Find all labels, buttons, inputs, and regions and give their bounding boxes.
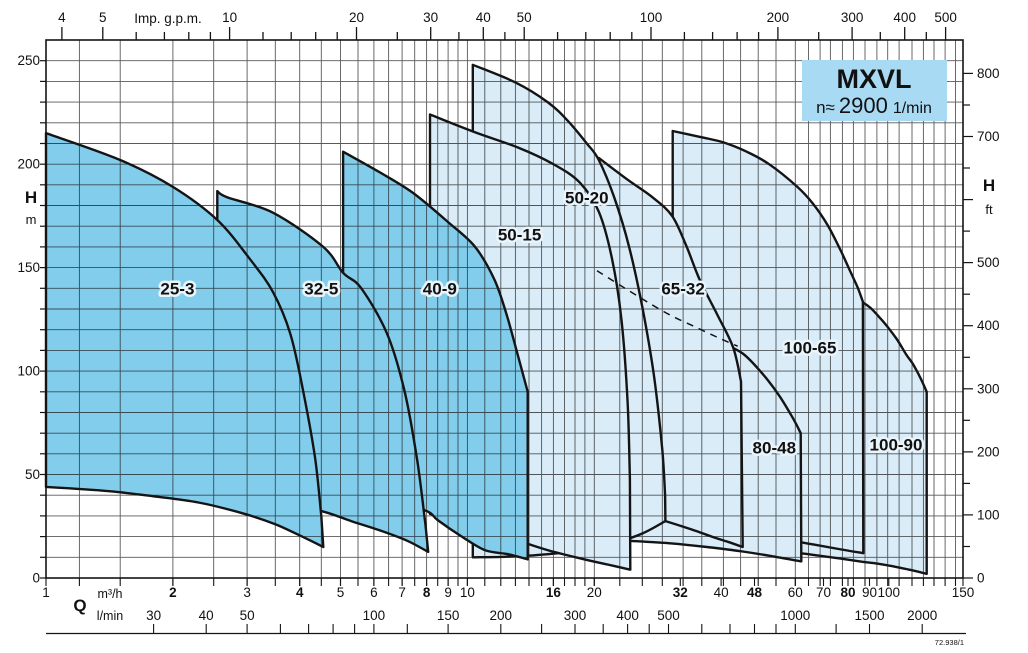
left-axis-tick-label: 250 — [17, 53, 40, 68]
speed-note: n≈ 2900 1/min — [816, 93, 932, 118]
left-axis-tick-label: 150 — [17, 260, 40, 275]
speed-unit: 1/min — [893, 100, 932, 117]
right-axis-tick-label: 0 — [977, 571, 985, 586]
bottom-axis-tick-label: 3 — [243, 585, 251, 600]
top-axis-tick-label: 300 — [841, 10, 864, 25]
bottom-axis-tick-label: 9 — [444, 585, 452, 600]
lmin-axis-tick-label: 2000 — [907, 608, 937, 623]
envelope-25-3 — [44, 131, 325, 549]
top-axis-tick-label: 10 — [222, 10, 237, 25]
lmin-axis-tick-label: 100 — [363, 608, 386, 623]
bottom-axis-tick-label: 150 — [952, 585, 975, 600]
lmin-axis-tick-label: 400 — [616, 608, 639, 623]
lmin-axis-tick-label: 40 — [199, 608, 214, 623]
left-axis-tick-label: 0 — [32, 571, 40, 586]
grid — [46, 40, 963, 578]
lmin-axis-tick-label: 50 — [240, 608, 255, 623]
envelope-label-100-65: 100-65 — [784, 338, 837, 357]
bottom-axis-tick-label: 10 — [460, 585, 475, 600]
lmin-axis-tick-label: 150 — [437, 608, 460, 623]
bottom-axis-tick-label: 1 — [42, 585, 50, 600]
envelope-label-32-5: 32-5 — [304, 279, 338, 298]
bottom-axis-tick-label: 90 — [862, 585, 877, 600]
pump-envelopes — [44, 63, 928, 576]
right-axis-tick-label: 500 — [977, 255, 1000, 270]
top-axis-tick-label: 100 — [640, 10, 663, 25]
top-axis-tick-label: 5 — [99, 10, 107, 25]
bottom-axis-q-label: Q — [73, 596, 86, 615]
speed-prefix: n≈ — [816, 98, 835, 117]
top-axis-unit-label: Imp. g.p.m. — [134, 11, 202, 26]
bottom-axis-tick-label: 60 — [788, 585, 803, 600]
series-title: MXVL — [836, 64, 911, 94]
lmin-axis-tick-label: 1500 — [854, 608, 884, 623]
right-axis-tick-label: 200 — [977, 444, 1000, 459]
left-axis-tick-label: 200 — [17, 157, 40, 172]
right-axis-tick-label: 100 — [977, 507, 1000, 522]
envelope-labels: 100-90 100-65 80-48 65-32 50-20 50-15 40-9 32-5… — [158, 186, 925, 460]
lmin-axis-tick-label: 1000 — [780, 608, 810, 623]
right-axis-tick-label: 300 — [977, 381, 1000, 396]
bottom-axis-tick-label: 32 — [673, 585, 688, 600]
title-box: MXVL n≈ 2900 1/min — [802, 60, 947, 121]
left-axis-tick-label: 50 — [25, 467, 40, 482]
envelope-label-50-15: 50-15 — [498, 226, 541, 245]
left-axis-h-label: H — [25, 188, 37, 207]
bottom-axis-tick-label: 7 — [398, 585, 406, 600]
top-axis-tick-label: 50 — [517, 10, 532, 25]
envelope-label-50-20: 50-20 — [565, 188, 608, 207]
right-axis-tick-label: 700 — [977, 129, 1000, 144]
top-axis-tick-label: 30 — [423, 10, 438, 25]
lmin-axis-tick-label: 300 — [564, 608, 587, 623]
dashed-guide-line — [596, 270, 738, 347]
envelope-label-80-48: 80-48 — [753, 439, 796, 458]
bottom-axis-tick-label: 70 — [816, 585, 831, 600]
bottom-axis-tick-label: 80 — [840, 585, 855, 600]
left-axis-tick-label: 100 — [17, 364, 40, 379]
right-axis-tick-label: 800 — [977, 66, 1000, 81]
axis-ticks-and-labels: 4 5 10 20 30 40 50 100 200 300 400 5000501001502002… — [17, 10, 1000, 634]
bottom-axis-lmin-label: l/min — [97, 609, 123, 623]
top-axis-tick-label: 4 — [58, 10, 66, 25]
bottom-axis-tick-label: 6 — [370, 585, 378, 600]
envelope-label-100-90: 100-90 — [870, 436, 923, 455]
lmin-axis-tick-label: 30 — [146, 608, 161, 623]
right-axis-h-label: H — [983, 176, 995, 195]
bottom-axis-tick-label: 2 — [169, 585, 177, 600]
bottom-axis-tick-label: 40 — [714, 585, 729, 600]
chart-overlay: MXVL n≈ 2900 1/min Imp. g.p.m. H m H ft Q … — [25, 11, 995, 647]
left-axis-m-label: m — [26, 212, 37, 227]
bottom-axis-tick-label: 16 — [546, 585, 562, 600]
bottom-axis-m3h-label: m³/h — [98, 587, 123, 601]
document-number: 72.938/1 — [935, 638, 964, 647]
bottom-axis-tick-label: 20 — [587, 585, 602, 600]
speed-value: 2900 — [839, 93, 888, 118]
bottom-axis-tick-label: 48 — [747, 585, 763, 600]
plot-border — [45, 39, 964, 579]
top-axis-tick-label: 20 — [349, 10, 364, 25]
bottom-axis-tick-label: 4 — [296, 585, 304, 600]
envelope-label-65-32: 65-32 — [661, 279, 704, 298]
bottom-axis-tick-label: 8 — [423, 585, 431, 600]
top-axis-tick-label: 500 — [934, 10, 957, 25]
lmin-axis-tick-label: 200 — [490, 608, 513, 623]
bottom-axis-tick-label: 100 — [878, 585, 901, 600]
top-axis-tick-label: 200 — [767, 10, 790, 25]
top-axis-tick-label: 400 — [893, 10, 916, 25]
lmin-axis-tick-label: 500 — [657, 608, 680, 623]
dashed-guide — [596, 270, 738, 347]
envelope-label-40-9: 40-9 — [423, 279, 457, 298]
bottom-axis-tick-label: 5 — [337, 585, 345, 600]
chart-generated-layer: 100-90 100-65 80-48 65-32 50-20 50-15 40-9 32-5… — [17, 10, 1000, 634]
envelope-label-25-3: 25-3 — [160, 279, 194, 298]
top-axis-tick-label: 40 — [476, 10, 491, 25]
right-axis-tick-label: 400 — [977, 318, 1000, 333]
right-axis-ft-label: ft — [985, 202, 993, 217]
title-box-background — [802, 60, 947, 121]
